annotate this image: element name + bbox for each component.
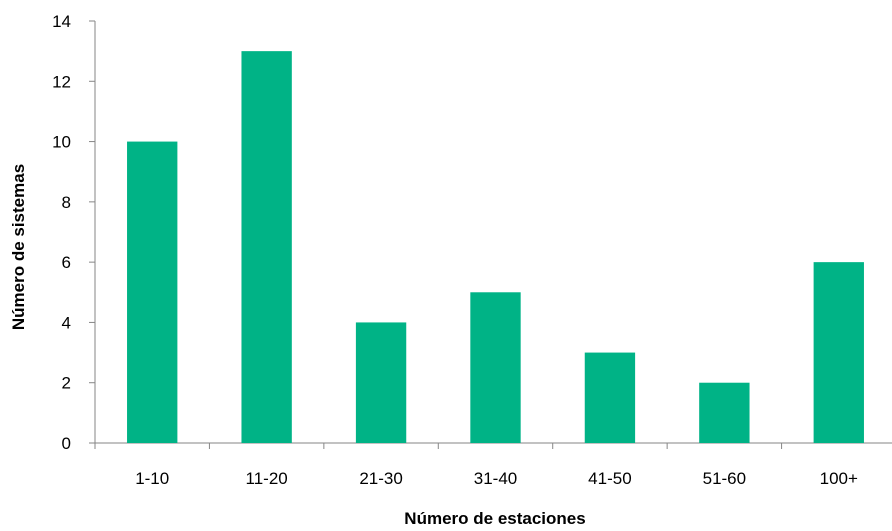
bar-31-40	[470, 292, 521, 443]
x-tick-label: 21-30	[359, 469, 402, 488]
x-tick-label: 51-60	[703, 469, 746, 488]
x-tick-label: 11-20	[246, 469, 288, 488]
y-axis: 0 2 4 6 8 10 12 14	[52, 12, 96, 453]
x-tick-label: 1-10	[135, 469, 169, 488]
bar-41-50	[584, 352, 636, 443]
bar-100+	[813, 262, 864, 443]
y-tick-label: 0	[62, 434, 71, 453]
x-axis: 1-10 11-20 21-30 31-40 41-50 51-60 100+	[94, 442, 892, 488]
y-tick-label: 4	[62, 313, 71, 332]
bar-21-30	[355, 322, 407, 443]
y-tick-label: 10	[52, 133, 71, 152]
x-tick-label: 100+	[820, 469, 858, 488]
bar-51-60	[699, 382, 750, 443]
bar-1-10	[127, 141, 178, 444]
y-tick-label: 2	[62, 374, 71, 393]
y-tick-label: 12	[52, 72, 71, 91]
x-axis-title: Número de estaciones	[404, 509, 585, 528]
bars	[127, 51, 864, 444]
y-tick-label: 8	[62, 193, 71, 212]
bar-11-20	[241, 51, 292, 444]
y-tick-label: 6	[62, 253, 71, 272]
y-axis-title: Número de sistemas	[9, 164, 28, 330]
x-tick-label: 31-40	[474, 469, 517, 488]
x-tick-label: 41-50	[588, 469, 631, 488]
y-tick-label: 14	[52, 12, 71, 31]
